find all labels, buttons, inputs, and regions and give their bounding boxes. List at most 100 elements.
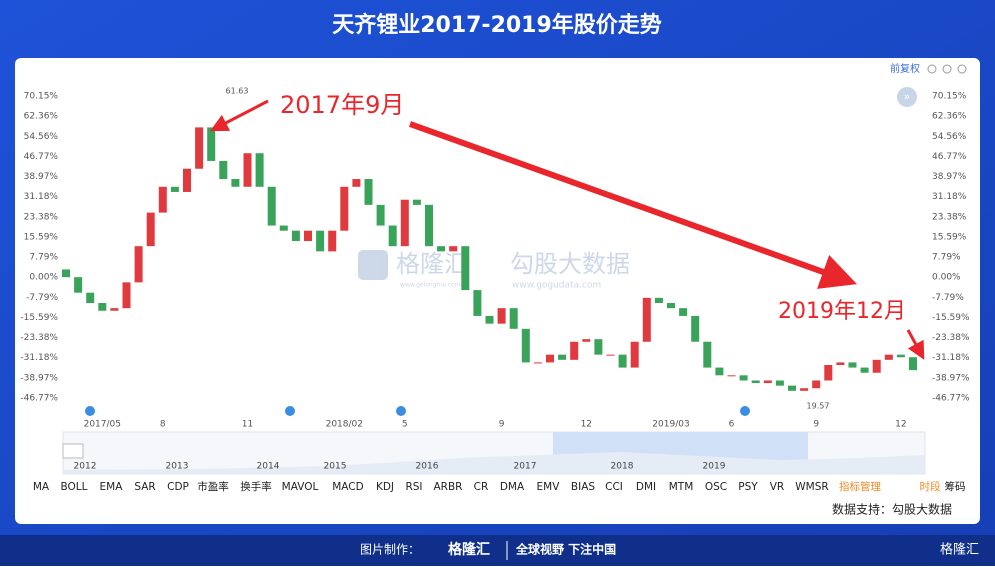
candle-body xyxy=(824,364,833,381)
toolbar-label[interactable]: 前复权 xyxy=(890,62,920,75)
candle-body xyxy=(449,246,458,252)
x-tick-label: 5 xyxy=(402,420,408,430)
footer-slogan: 全球视野 下注中国 xyxy=(515,542,616,557)
watermark: 格隆汇 www.gelonghui.com 勾股大数据 www.gogudata… xyxy=(358,250,630,291)
indicator-tab[interactable]: MAVOL xyxy=(282,481,319,493)
event-marker[interactable] xyxy=(285,406,295,416)
expand-icon: » xyxy=(904,90,911,103)
indicator-tab[interactable]: 换手率 xyxy=(240,480,272,493)
indicator-tab[interactable]: EMA xyxy=(100,481,124,493)
indicator-tab[interactable]: BIAS xyxy=(571,481,595,493)
candle-body xyxy=(437,246,446,252)
y-tick-label: 31.18% xyxy=(932,192,967,202)
indicator-tab[interactable]: VR xyxy=(770,481,784,493)
toolbar-icons[interactable] xyxy=(927,64,967,74)
candle-body xyxy=(461,246,470,291)
y-tick-label: 31.18% xyxy=(24,192,59,202)
y-tick-label: 54.56% xyxy=(24,132,59,142)
candle-body xyxy=(195,127,204,169)
arrow xyxy=(210,99,269,132)
indicator-tab[interactable]: PSY xyxy=(738,481,758,493)
indicator-tab[interactable]: DMI xyxy=(636,481,656,493)
y-tick-label: 46.77% xyxy=(24,152,59,162)
watermark-text: 格隆汇 xyxy=(396,250,468,278)
y-tick-label: 0.00% xyxy=(932,273,961,283)
y-tick-label: 38.97% xyxy=(24,172,59,182)
candle-body xyxy=(291,230,300,242)
indicator-tab[interactable]: MTM xyxy=(669,481,694,493)
candle-body xyxy=(739,375,748,381)
indicator-tab[interactable]: EMV xyxy=(537,481,561,493)
candle-body xyxy=(267,186,276,226)
x-tick-label: 8 xyxy=(160,420,166,430)
event-marker[interactable] xyxy=(85,406,95,416)
candle-body xyxy=(388,225,397,247)
candle-body xyxy=(594,339,603,355)
indicator-tab[interactable]: DMA xyxy=(500,481,525,493)
y-tick-label: 38.97% xyxy=(932,172,967,182)
candle-body xyxy=(243,153,252,187)
arrow xyxy=(408,121,857,289)
indicator-tab[interactable]: 时段 xyxy=(920,480,941,493)
candle-body xyxy=(679,308,688,316)
indicator-tab[interactable]: WMSR xyxy=(795,481,828,493)
indicator-tab[interactable]: 筹码 xyxy=(945,480,966,493)
candle-body xyxy=(800,388,809,391)
expand-button[interactable] xyxy=(897,87,917,107)
candle-body xyxy=(848,362,857,368)
indicator-tab[interactable]: OSC xyxy=(705,481,727,493)
indicator-tab[interactable]: CCI xyxy=(605,481,623,493)
candle-body xyxy=(691,315,700,342)
event-marker[interactable] xyxy=(740,406,750,416)
candle-body xyxy=(400,199,409,247)
candle-body xyxy=(521,328,530,363)
candle-body xyxy=(412,199,421,205)
navigator-year: 2017 xyxy=(514,462,537,472)
y-tick-label: 23.38% xyxy=(932,212,967,222)
y-tick-label: 7.79% xyxy=(932,253,961,263)
x-tick-label: 2019/03 xyxy=(652,420,689,430)
candle-body xyxy=(158,186,167,213)
y-tick-label: -23.38% xyxy=(932,333,970,343)
indicator-tab[interactable]: 市盈率 xyxy=(197,480,229,493)
candle-body xyxy=(62,269,70,278)
candle-body xyxy=(509,308,518,329)
indicator-tab[interactable]: CDP xyxy=(167,481,189,493)
y-tick-label: -31.18% xyxy=(20,353,58,363)
y-tick-label: 54.56% xyxy=(932,132,967,142)
x-tick-label: 6 xyxy=(729,420,735,430)
indicator-tab[interactable]: 指标管理 xyxy=(839,480,881,493)
footer-corner: 格隆汇 xyxy=(940,542,979,558)
indicator-tab[interactable]: MA xyxy=(33,481,50,493)
candle-body xyxy=(727,375,736,377)
x-tick-label: 2017/05 xyxy=(84,420,121,430)
indicator-tab[interactable]: ARBR xyxy=(434,481,463,493)
candle-body xyxy=(364,179,373,205)
candle-body xyxy=(667,303,675,309)
candle-body xyxy=(485,315,494,324)
indicator-tab[interactable]: CR xyxy=(474,481,489,493)
candle-body xyxy=(836,362,845,365)
candle-body xyxy=(255,153,264,187)
candle-body xyxy=(642,297,651,342)
candle-body xyxy=(703,341,712,368)
event-marker[interactable] xyxy=(396,406,406,416)
y-tick-label: 62.36% xyxy=(24,112,59,122)
candle-body xyxy=(570,341,579,360)
indicator-tab[interactable]: RSI xyxy=(405,481,422,493)
indicator-tab[interactable]: SAR xyxy=(134,481,155,493)
indicator-tab[interactable]: MACD xyxy=(332,481,363,493)
navigator-year: 2016 xyxy=(416,462,439,472)
price-label: 19.57 xyxy=(807,402,830,411)
indicator-tab[interactable]: KDJ xyxy=(376,481,394,493)
navigator-year: 2018 xyxy=(611,462,634,472)
candle-body xyxy=(546,354,554,363)
candle-body xyxy=(207,127,216,161)
navigator-year: 2012 xyxy=(74,462,97,472)
y-tick-label: 0.00% xyxy=(29,273,58,283)
indicator-tab[interactable]: BOLL xyxy=(61,481,88,493)
page-title: 天齐锂业2017-2019年股价走势 xyxy=(332,12,662,38)
y-tick-label: -46.77% xyxy=(20,393,58,403)
